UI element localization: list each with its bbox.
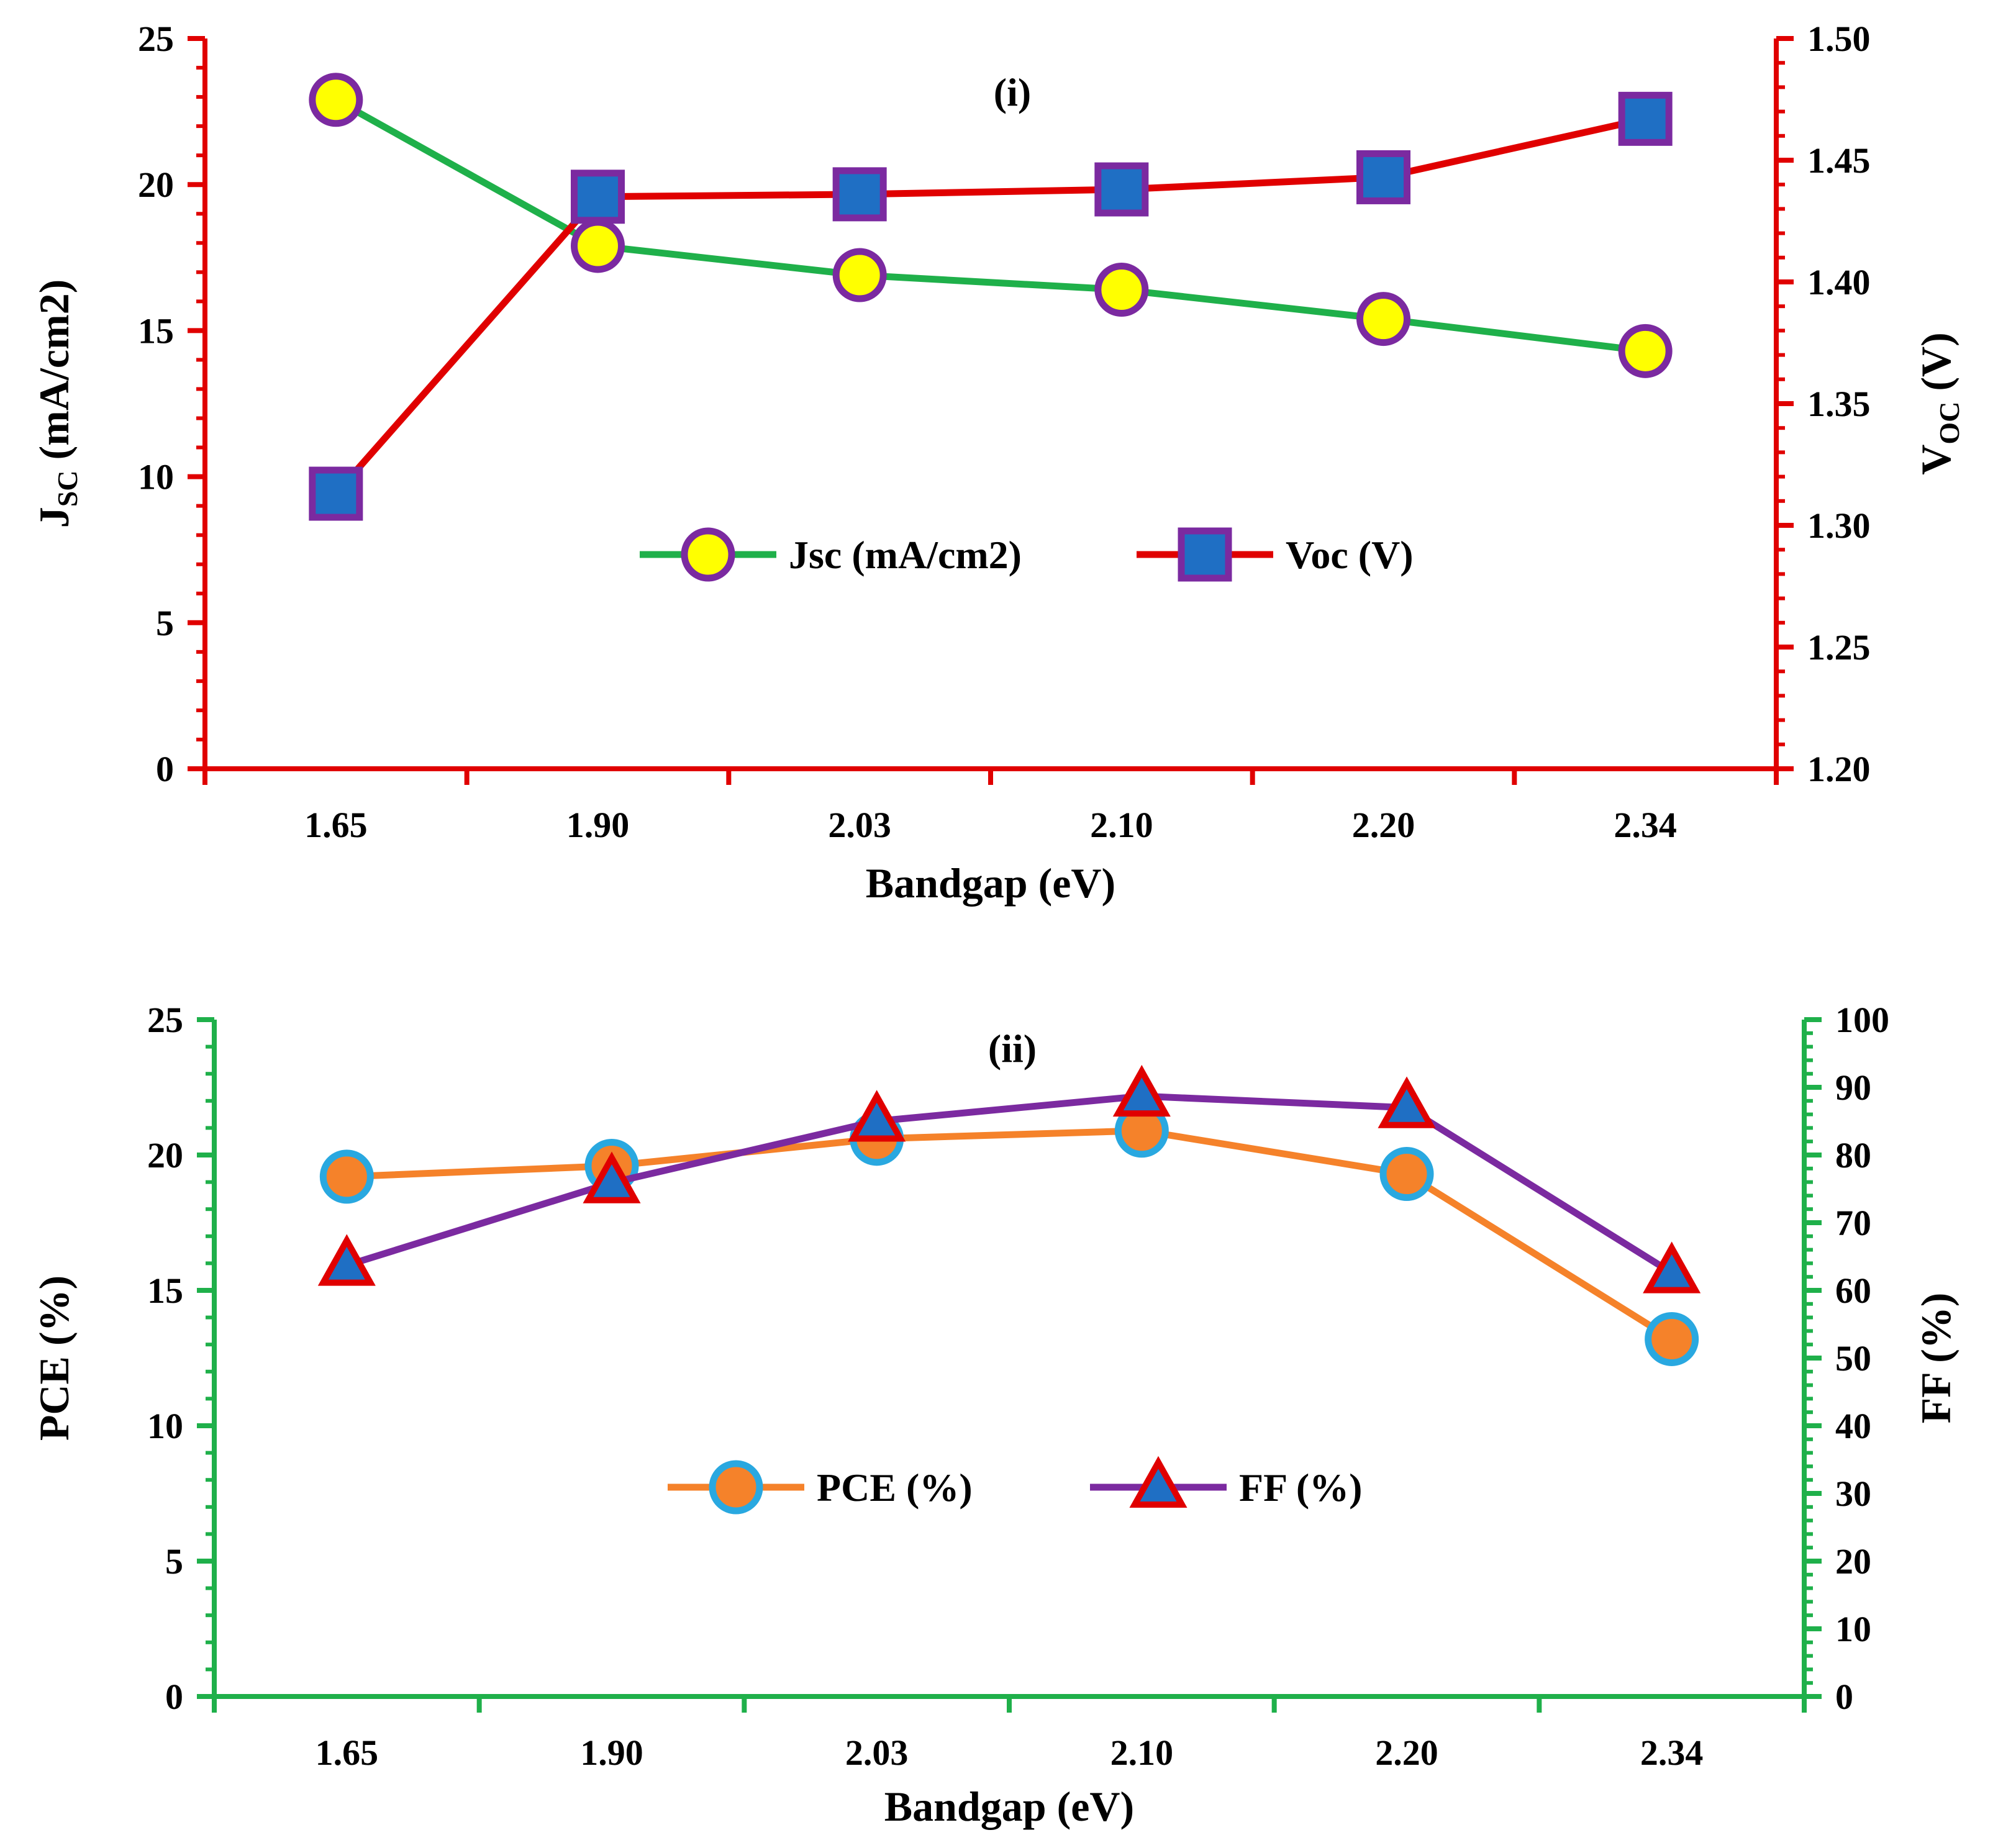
panel-label: (ii) [988,1026,1037,1071]
left-axis-title: PCE (%) [30,1275,78,1441]
right-axis-title: FF (%) [1912,1293,1959,1424]
data-point [1378,1076,1436,1128]
data-point [1645,1311,1699,1366]
series-line-0 [347,1127,1674,1343]
panel-label: (i) [994,70,1031,114]
right-tick-label: 1.35 [1807,384,1871,424]
x-tick-label: 2.10 [1110,1732,1174,1773]
right-tick-label: 1.50 [1807,19,1871,59]
legend-label: Voc (V) [1286,533,1414,577]
right-tick-label: 1.20 [1807,749,1871,789]
data-point [319,1149,374,1204]
data-point [309,466,363,521]
left-tick-label: 15 [147,1270,183,1311]
x-tick-label: 1.90 [566,805,630,845]
data-point [1618,91,1673,146]
right-tick-label: 60 [1835,1270,1871,1311]
data-point [1643,1241,1701,1293]
series-line-1 [333,115,1646,496]
left-tick-label: 5 [165,1541,183,1582]
right-tick-label: 10 [1835,1609,1871,1649]
legend-marker [1178,527,1232,582]
right-tick-label: 0 [1835,1677,1853,1717]
data-point [1094,263,1149,317]
left-axis-title: JSC (mA/cm2) [30,279,83,528]
x-tick-label: 1.65 [304,805,368,845]
left-tick-label: 15 [138,310,174,351]
x-axis-title: Bandgap (eV) [884,1783,1134,1830]
chart-panel-i: 0 5 10 15 20 25 1.20 1.25 1.30 1.35 1.40 1.45 1.50 1.… [30,19,1965,907]
legend-label: Jsc (mA/cm2) [789,533,1022,577]
data-point [1379,1147,1434,1202]
left-tick-label: 5 [156,603,174,643]
right-tick-label: 1.45 [1807,140,1871,181]
right-tick-label: 20 [1835,1541,1871,1582]
data-point [1356,292,1410,346]
right-tick-label: 100 [1835,1000,1889,1040]
right-axis-title: VOC (V) [1912,332,1965,475]
legend-label: FF (%) [1239,1465,1362,1510]
x-tick-label: 2.34 [1614,805,1677,845]
left-tick-label: 20 [138,165,174,205]
left-tick-label: 20 [147,1135,183,1175]
right-tick-label: 1.25 [1807,627,1871,668]
left-tick-label: 10 [147,1406,183,1446]
data-point [1112,1064,1171,1117]
data-point [1094,162,1149,217]
x-axis-title: Bandgap (eV) [866,859,1115,907]
right-tick-label: 1.40 [1807,262,1871,302]
left-tick-label: 0 [165,1677,183,1717]
data-point [848,1090,906,1142]
x-tick-label: 2.20 [1375,1732,1438,1773]
left-tick-label: 0 [156,749,174,789]
left-tick-label: 25 [147,1000,183,1040]
legend-label: PCE (%) [817,1465,973,1510]
data-point [317,1234,376,1286]
data-point [571,219,625,273]
left-tick-label: 25 [138,19,174,59]
x-tick-label: 2.34 [1640,1732,1704,1773]
data-point [832,167,887,222]
x-tick-label: 1.90 [580,1732,643,1773]
series-line-1 [345,1092,1674,1276]
x-tick-label: 2.03 [828,805,891,845]
data-point [832,248,887,302]
right-tick-label: 70 [1835,1203,1871,1243]
data-point [309,73,363,127]
x-tick-label: 1.65 [316,1732,379,1773]
legend-marker [681,527,735,582]
x-tick-label: 2.20 [1352,805,1415,845]
data-point [583,1151,641,1203]
right-tick-label: 40 [1835,1406,1871,1446]
x-tick-label: 2.03 [845,1732,909,1773]
right-tick-label: 50 [1835,1338,1871,1379]
series-line-0 [334,96,1646,355]
data-point [1618,324,1673,378]
right-tick-label: 30 [1835,1474,1871,1514]
right-tick-label: 80 [1835,1135,1871,1175]
legend-marker [709,1460,763,1515]
data-point [1356,150,1410,204]
x-tick-label: 2.10 [1090,805,1153,845]
chart-panel-ii: 0 5 10 15 20 25 0 10 20 30 40 50 60 70 80 90 100 1.65 1.90… [30,1000,1959,1830]
right-tick-label: 90 [1835,1067,1871,1108]
legend-marker [1129,1456,1187,1508]
right-tick-label: 1.30 [1807,505,1871,546]
data-point [571,170,625,224]
left-tick-label: 10 [138,457,174,497]
